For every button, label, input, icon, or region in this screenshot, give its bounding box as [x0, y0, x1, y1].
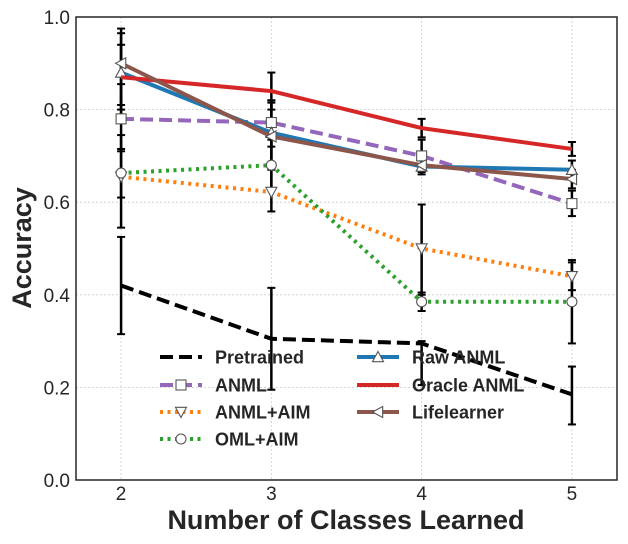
x-tick-label: 5 [567, 484, 578, 505]
legend-marker-anml-aim [174, 406, 188, 419]
legend-label-lifelearner: Lifelearner [412, 403, 504, 423]
legend-label-raw-anml: Raw ANML [412, 348, 505, 368]
y-tick-label: 0.4 [44, 286, 71, 307]
series-oracle-anml [120, 75, 573, 151]
y-axis-title: Accuracy [7, 187, 37, 309]
x-tick-label: 2 [116, 484, 127, 505]
x-tick-label: 4 [416, 484, 427, 505]
x-tick-label: 3 [266, 484, 277, 505]
series-layer [114, 27, 579, 426]
data-point-anml-aim [415, 243, 429, 256]
data-point-raw-anml [565, 163, 579, 176]
y-tick-label: 1.0 [44, 8, 70, 29]
series-line-anml [121, 116, 573, 206]
data-point-lifelearner [264, 130, 277, 143]
y-tick-label: 0.8 [44, 101, 70, 122]
legend-label-oracle-anml: Oracle ANML [412, 376, 524, 396]
series-line-lifelearner [120, 61, 573, 182]
legend-item-raw-anml: Raw ANML [357, 348, 505, 368]
series-lifelearner [114, 56, 578, 186]
error-bars [117, 27, 576, 426]
legend-item-oracle-anml: Oracle ANML [357, 376, 524, 396]
data-point-oml-aim [115, 167, 127, 179]
legend-label-pretrained: Pretrained [215, 348, 304, 368]
data-point-anml-aim [264, 186, 278, 199]
data-point-anml [566, 198, 578, 210]
legend-marker-raw-anml [371, 350, 385, 363]
data-point-lifelearner [414, 158, 427, 172]
legend-item-oml-aim: OML+AIM [160, 430, 299, 450]
legend-marker-oml-aim [175, 433, 187, 445]
data-point-lifelearner [114, 56, 127, 70]
legend-label-anml-aim: ANML+AIM [215, 403, 311, 423]
plot-frame [75, 16, 618, 481]
data-point-anml-aim [565, 271, 579, 283]
legend-label-oml-aim: OML+AIM [215, 430, 299, 450]
data-point-lifelearner [565, 172, 578, 186]
legend-item-anml: ANML [160, 376, 267, 396]
series-line-pretrained [120, 283, 573, 397]
data-point-oml-aim [265, 159, 277, 171]
ticks-layer: 2 3 4 5 0.0 0.2 0.4 0.6 0.8 1.0 [44, 8, 578, 505]
legend-item-lifelearner: Lifelearner [357, 403, 504, 423]
series-anml-aim [114, 171, 579, 283]
data-point-anml [115, 113, 127, 125]
legend-item-anml-aim: ANML+AIM [160, 403, 311, 423]
series-pretrained [120, 283, 573, 397]
series-line-oml-aim [120, 163, 572, 304]
legend-label-anml: ANML [215, 376, 267, 396]
series-oml-aim [115, 159, 578, 308]
data-point-anml [416, 150, 428, 162]
series-anml [115, 113, 578, 210]
legend-marker-anml [175, 379, 187, 391]
y-tick-label: 0.0 [44, 471, 70, 492]
x-axis-title: Number of Classes Learned [167, 505, 524, 535]
data-point-anml [265, 117, 277, 129]
y-tick-label: 0.6 [44, 193, 70, 214]
data-point-oml-aim [566, 296, 578, 308]
series-line-anml-aim [120, 174, 573, 279]
legend: Pretrained ANML ANML+AIM OML+AIM Raw ANML Ora… [160, 348, 524, 450]
series-line-oracle-anml [120, 75, 573, 151]
data-point-oml-aim [416, 296, 428, 308]
y-tick-label: 0.2 [44, 378, 70, 399]
legend-marker-lifelearner [371, 405, 384, 419]
legend-item-pretrained: Pretrained [160, 348, 304, 368]
